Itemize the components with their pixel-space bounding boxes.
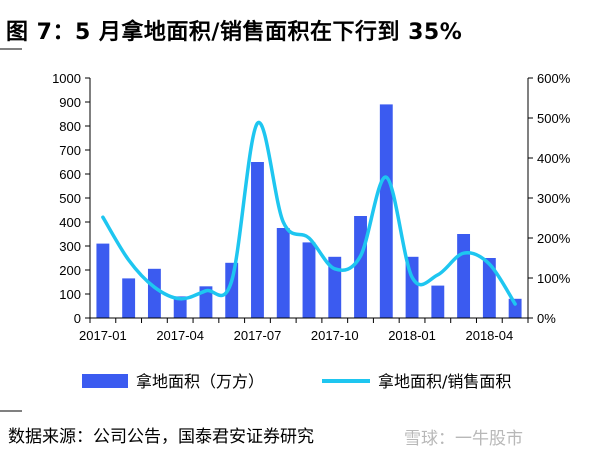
bar-2018-02	[431, 285, 445, 318]
tick-label-left-100: 100	[59, 287, 81, 302]
bar-2018-03	[457, 234, 471, 318]
bar-2017-03	[147, 268, 161, 318]
figure-title: 图 7：5 月拿地面积/销售面积在下行到 35%	[6, 20, 463, 45]
bar-2017-11	[354, 216, 367, 318]
bar-2017-02	[122, 278, 136, 318]
bar-2018-04	[482, 258, 496, 318]
legend: 拿地面积（万方） 拿地面积/销售面积	[82, 372, 511, 391]
tick-label-left-300: 300	[59, 239, 81, 254]
legend-label-bar: 拿地面积（万方）	[136, 372, 264, 391]
tick-label-left-1000: 1000	[52, 71, 81, 86]
tick-label-right-6: 600%	[537, 71, 571, 86]
watermark: 雪球：一牛股市	[404, 429, 523, 449]
tick-label-left-0: 0	[74, 311, 81, 326]
tick-label-left-400: 400	[59, 215, 81, 230]
legend-label-line: 拿地面积/销售面积	[378, 372, 511, 391]
bar-2017-06	[225, 262, 239, 318]
legend-bar-swatch	[82, 374, 128, 388]
tick-label-right-0: 0%	[537, 311, 556, 326]
bar-2017-05	[199, 286, 213, 318]
tick-label-left-200: 200	[59, 263, 81, 278]
tick-label-right-2: 200%	[537, 231, 571, 246]
tick-label-right-3: 300%	[537, 191, 571, 206]
bar-2017-12	[379, 104, 393, 319]
tick-label-left-700: 700	[59, 143, 81, 158]
tick-label-right-1: 100%	[537, 271, 571, 286]
figure-source: 数据来源：公司公告，国泰君安证券研究	[8, 427, 314, 447]
bar-2018-05	[508, 298, 522, 318]
tick-label-x-2017-07: 2017-07	[234, 328, 282, 343]
tick-label-right-5: 500%	[537, 111, 571, 126]
bar-2017-04	[173, 296, 187, 318]
bar-2017-07	[251, 162, 264, 318]
tick-label-right-4: 400%	[537, 151, 571, 166]
tick-label-x-2018-01: 2018-01	[388, 328, 436, 343]
bar-2017-10	[328, 256, 342, 318]
tick-label-x-2017-01: 2017-01	[79, 328, 127, 343]
bar-2017-01	[96, 243, 110, 318]
bar-2017-08	[276, 228, 290, 318]
tick-label-left-600: 600	[59, 167, 81, 182]
tick-label-left-500: 500	[59, 191, 81, 206]
ratio-line	[101, 120, 517, 306]
tick-label-left-900: 900	[59, 95, 81, 110]
tick-label-x-2017-04: 2017-04	[156, 328, 204, 343]
tick-label-left-800: 800	[59, 119, 81, 134]
bar-2017-09	[302, 242, 316, 318]
tick-label-x-2017-10: 2017-10	[311, 328, 359, 343]
tick-label-x-2018-04: 2018-04	[465, 328, 513, 343]
